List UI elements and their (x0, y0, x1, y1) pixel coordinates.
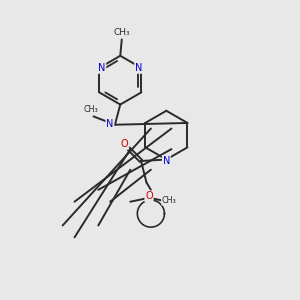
Text: O: O (120, 139, 128, 149)
Text: CH₃: CH₃ (84, 105, 98, 114)
Text: N: N (163, 156, 170, 166)
Text: N: N (98, 63, 106, 73)
Text: N: N (106, 118, 114, 128)
Text: O: O (145, 191, 153, 201)
Text: CH₃: CH₃ (162, 196, 177, 205)
Text: N: N (135, 63, 142, 73)
Text: CH₃: CH₃ (113, 28, 130, 37)
